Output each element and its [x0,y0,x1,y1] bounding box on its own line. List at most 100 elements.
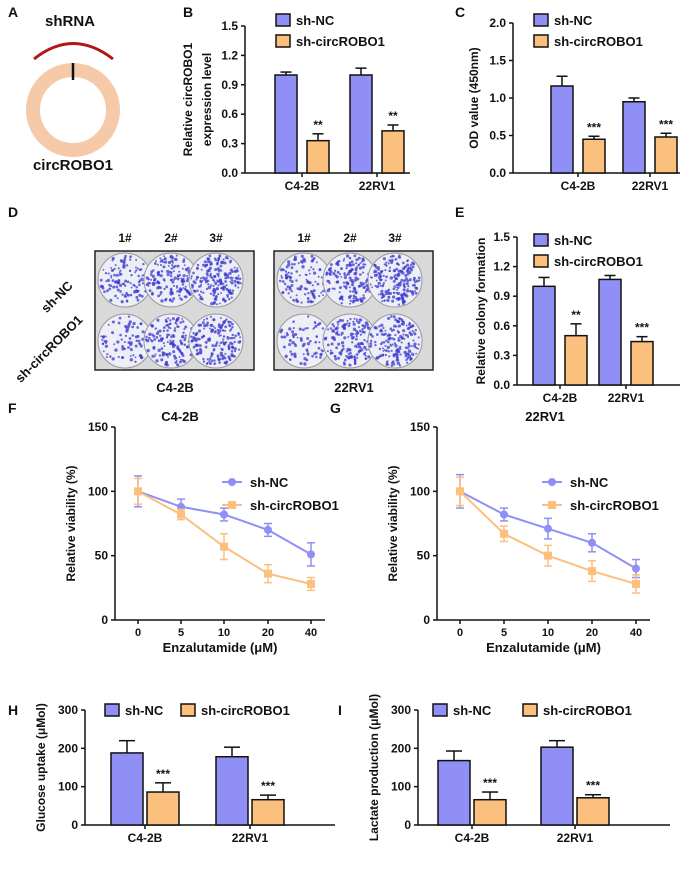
colony-dot [359,350,362,352]
significance-label: ** [388,109,398,123]
colony-dot [341,319,345,322]
well-column-label: 3# [209,231,223,245]
colony-dot [231,277,234,279]
colony-dot [389,260,394,264]
colony-dot [119,290,122,293]
legend-label: sh-circROBO1 [250,498,339,513]
colony-dot [190,283,194,286]
y-axis-label: OD value (450nm) [467,47,481,148]
chart-e: E 0.0 0.3 0.6 0.9 1.2 1.5 Relative colony forma… [455,204,680,405]
colony-dot [234,334,237,338]
colony-dot [186,274,189,277]
bar-sh-nc [110,752,144,826]
colony-dot [337,356,341,360]
colony-dot [138,279,142,283]
colony-dot [205,317,209,320]
colony-dot [217,293,220,296]
colony-dot [178,356,181,358]
colony-dot [373,269,376,272]
significance-label: ** [571,308,581,322]
colony-dot [181,320,185,323]
colony-dot [206,260,210,264]
colony-dot [154,260,157,262]
colony-dot [101,286,105,290]
colony-dot [312,300,315,303]
colony-dot [192,336,196,340]
colony-dot [206,321,209,324]
colony-dot [198,351,202,355]
colony-dot [357,320,361,325]
colony-dot [351,283,355,287]
y-axis-label: Relative viability (%) [64,465,78,581]
colony-dot [179,297,182,300]
colony-dot [136,298,140,302]
colony-dot [217,270,221,273]
colony-dot [135,295,139,299]
colony-dot [326,288,330,293]
colony-dot [226,336,230,340]
colony-dot [355,262,358,265]
colony-dot [160,299,164,303]
bar-sh-nc [532,285,556,386]
colony-dot [163,345,166,347]
colony-dot [118,273,121,277]
colony-dot [202,263,205,267]
colony-dot [392,328,395,332]
colony-dot [293,255,297,259]
colony-dot [174,361,178,364]
colony-dot [116,280,121,285]
colony-dot [296,336,299,339]
colony-dot [354,272,358,275]
colony-dot [337,342,341,346]
panel-letter: E [455,204,464,220]
colony-dot [181,267,184,270]
colony-dot [359,262,362,265]
colony-dot [221,349,224,352]
colony-dot [111,320,115,324]
colony-dot [121,356,125,359]
colony-dot [208,360,211,363]
colony-dot [306,297,310,300]
colony-dot [182,274,186,278]
x-tick-label: 40 [305,627,317,639]
colony-dot [391,299,395,303]
colony-dot [229,292,232,295]
colony-dot [374,343,377,347]
colony-dot [212,293,216,297]
colony-dot [389,334,392,337]
colony-dot [414,290,416,292]
colony-dot [354,278,357,282]
colony-dot [397,303,401,306]
legend-label: sh-circROBO1 [543,703,632,718]
x-tick-label: 20 [262,627,274,639]
bar-sh-circrobo1 [654,136,678,174]
colony-dot [301,344,305,348]
significance-label: *** [587,120,601,134]
legend-label: sh-NC [296,13,335,28]
colony-dot [207,283,210,286]
colony-dot [204,345,208,349]
colony-dot [371,334,374,338]
colony-dot [176,274,180,278]
colony-dot [404,354,408,358]
colony-dot [382,350,385,352]
colony-dot [303,357,307,361]
colony-dot [163,257,167,261]
colony-dot [103,290,106,294]
colony-dot [162,342,165,345]
y-tick-label: 0.3 [221,137,238,151]
colony-dot [387,295,391,299]
colony-dot [159,274,163,278]
colony-dot [360,341,364,346]
colony-dot [346,282,350,286]
chart-f: F 0 50 100 150 Relative viability (%) 0 5 10 20 40… [8,400,339,655]
colony-dot [330,351,334,355]
colony-dot [175,254,178,257]
colony-dot [326,350,329,353]
colony-dot [281,291,285,294]
y-tick-label: 0.9 [493,289,510,303]
colony-dot [388,269,391,272]
colony-dot [157,339,160,342]
panel-a: A shRNA circROBO1 [8,4,120,174]
colony-dot [407,344,411,348]
